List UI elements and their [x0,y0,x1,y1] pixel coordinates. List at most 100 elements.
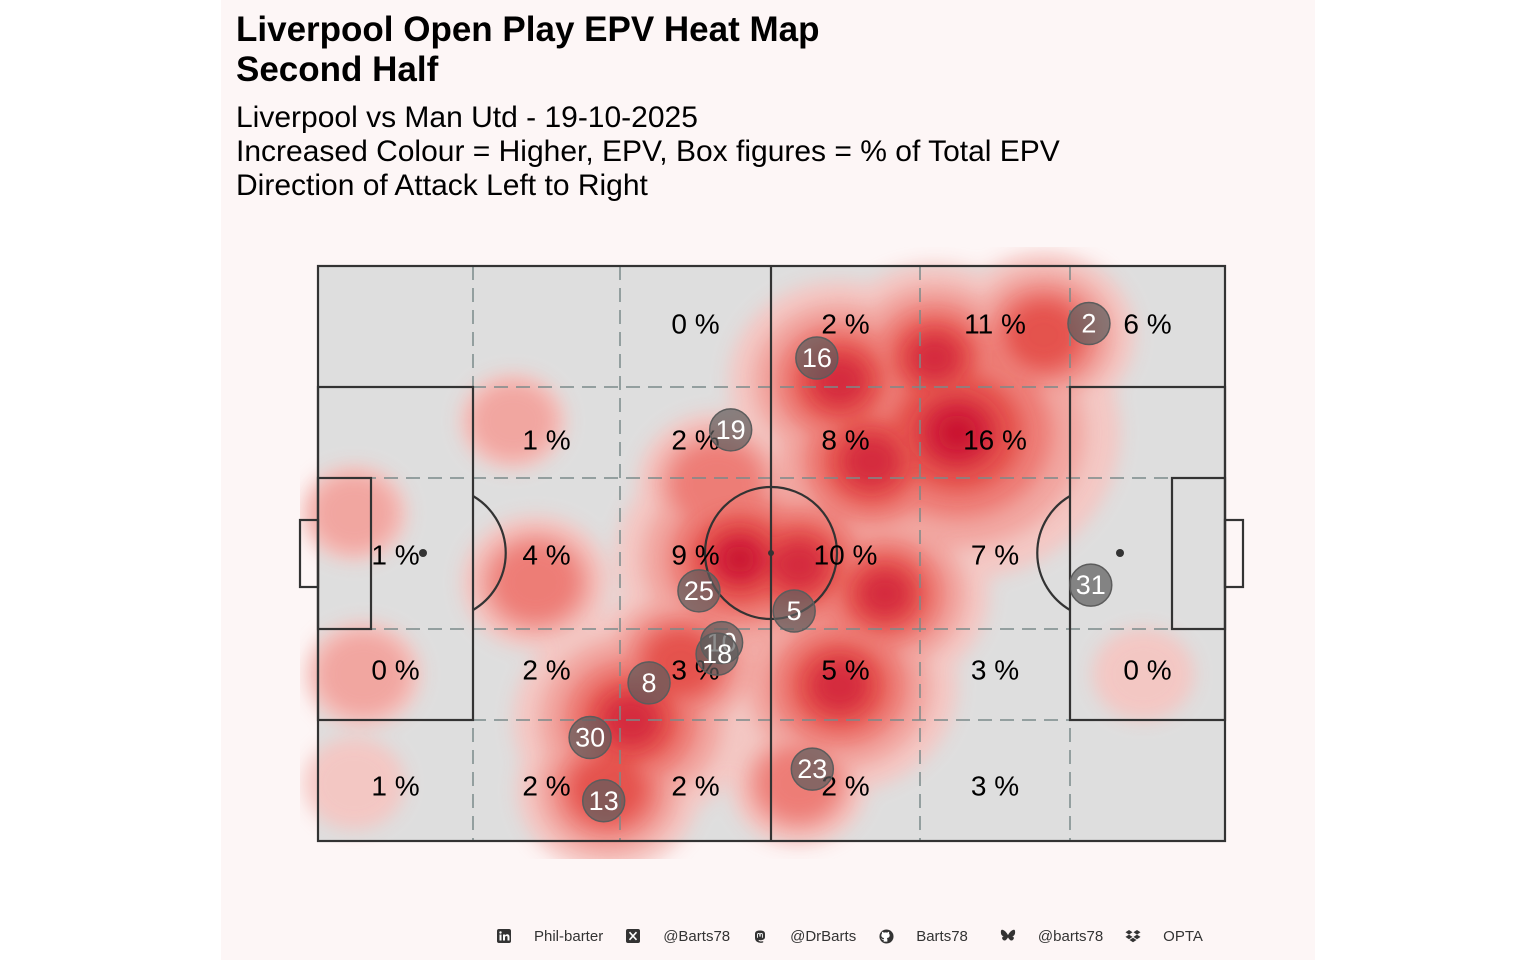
right-penalty-spot [1116,549,1124,557]
footer-label-bluesky: @barts78 [1037,927,1104,945]
zone-label-r5-c5: 3 % [971,771,1019,802]
heat-blob [859,571,910,617]
zone-label-r1-c3: 0 % [671,309,719,340]
pitch-markings [298,264,1245,843]
player-marker-2[interactable]: 2 [1067,301,1111,346]
zone-label-r2-c2: 1 % [522,425,570,456]
player-marker-16[interactable]: 16 [795,336,839,380]
zone-label-r4-c2: 2 % [522,655,570,686]
heat-blob [1006,301,1081,369]
heat-blob [471,383,555,460]
player-marker-31[interactable]: 31 [1069,563,1113,607]
player-number: 18 [702,639,732,669]
footer-label-data-source: OPTA [1163,927,1203,945]
player-marker-30[interactable]: 30 [568,715,612,760]
player-number: 30 [575,723,605,753]
zone-label-r3-c2: 4 % [522,540,570,571]
mastodon-icon[interactable] [752,928,768,944]
player-dot [581,779,626,823]
player-dot [1067,301,1111,346]
subtitle-line-1: Liverpool vs Man Utd - 19-10-2025 [236,101,698,134]
player-marker-8[interactable]: 8 [627,661,671,705]
player-number: 23 [797,754,827,784]
player-number: 19 [716,415,746,445]
heat-blob [492,543,579,622]
footer-credits: Phil-barter @Barts78 @DrBarts Barts78 @b… [496,924,1225,948]
heat-blob [303,737,406,830]
right-goal [1223,518,1245,589]
dropbox-icon[interactable] [1125,928,1141,944]
footer-label-linkedin: Phil-barter [534,927,604,945]
x-icon[interactable] [625,928,641,944]
zone-label-r5-c2: 2 % [522,771,570,802]
player-dot [695,632,739,676]
linkedin-icon[interactable] [496,928,512,944]
left-goal [298,518,320,589]
heat-layer [300,252,1195,859]
heat-band-6 [724,415,977,573]
heat-blob [1092,628,1195,721]
zone-label-r4-c5: 3 % [971,655,1019,686]
player-dot [627,661,671,705]
zone-label-r1-c6: 6 % [1123,309,1171,340]
zone-label-r3-c3: 9 % [671,540,719,571]
player-dot [772,589,816,633]
player-number: 31 [1076,570,1106,600]
zone-label-r4-c1: 0 % [371,655,419,686]
player-dot [677,569,721,613]
chart-title-line-2: Second Half [236,50,439,89]
right-penalty-arc [1036,495,1071,611]
heat-blob [317,632,409,716]
zone-label-r2-c5: 16 % [963,425,1027,456]
player-marker-25[interactable]: 25 [677,569,721,613]
heat-blob [772,540,826,590]
player-marker-13[interactable]: 13 [581,779,626,823]
footer-label-github: Barts78 [916,927,968,945]
footer-label-mastodon: @DrBarts [790,927,857,945]
zone-label-r3-c1: 1 % [371,540,419,571]
player-dot [790,747,835,791]
heat-blob [843,435,900,488]
zone-label-r2-c4: 8 % [821,425,869,456]
heat-blob [811,660,868,712]
zone-label-r5-c1: 1 % [371,771,419,802]
github-icon[interactable] [878,928,894,944]
footer-label-x: @Barts78 [663,927,731,945]
player-marker-18[interactable]: 18 [695,632,739,676]
zone-label-r4-c4: 5 % [821,655,869,686]
player-dot [1069,563,1113,607]
zone-label-r1-c5: 11 % [964,309,1026,340]
player-marker-23[interactable]: 23 [790,747,835,791]
centre-circle [703,485,839,621]
heat-blob [670,442,764,527]
heat-blob [312,475,397,552]
chart-title-line-1: Liverpool Open Play EPV Heat Map [236,10,820,49]
player-number: 5 [787,596,802,626]
heat-blob [909,335,960,381]
player-markers: 162193125510188302313 [568,301,1113,823]
heat-blob [724,545,755,573]
zone-label-r5-c3: 2 % [671,771,719,802]
subtitle-line-2: Increased Colour = Higher, EPV, Box figu… [236,135,1060,168]
bluesky-icon[interactable] [1000,928,1016,944]
player-marker-5[interactable]: 5 [772,589,816,633]
centre-spot [768,550,774,556]
zone-label-r3-c5: 7 % [971,540,1019,571]
player-dot [568,715,612,760]
player-number: 13 [589,786,619,816]
player-dot [708,408,753,452]
heat-blob [937,415,977,451]
player-marker-19[interactable]: 19 [708,408,753,452]
zone-label-r1-c4: 2 % [821,309,869,340]
subtitle-line-3: Direction of Attack Left to Right [236,169,648,202]
left-penalty-arc [472,495,507,611]
player-number: 8 [642,668,657,698]
player-dot [795,336,839,380]
player-number: 2 [1081,309,1096,339]
zone-label-r3-c4: 10 % [814,540,878,571]
zone-label-r4-c6: 0 % [1123,655,1171,686]
player-number: 25 [684,576,714,606]
left-penalty-spot [419,549,427,557]
player-number: 16 [802,343,832,373]
